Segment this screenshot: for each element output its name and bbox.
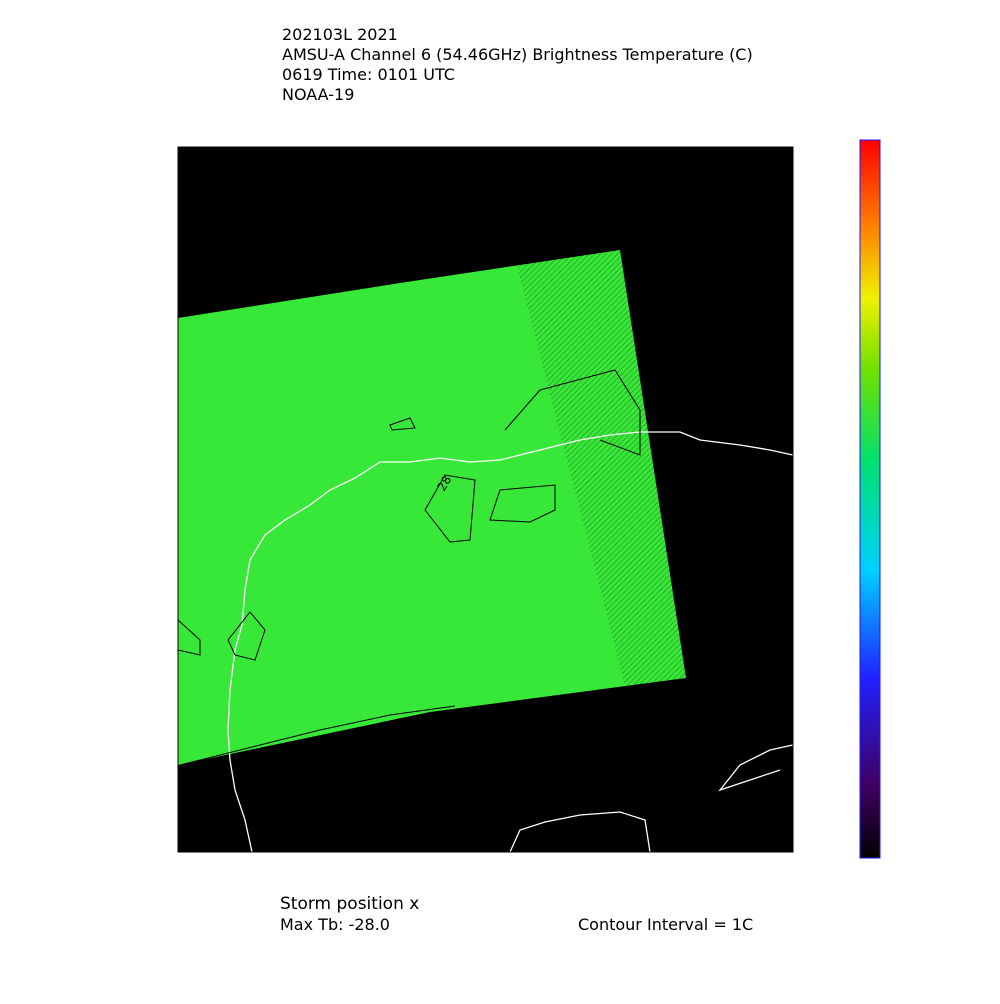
contour xyxy=(389,417,416,431)
map-frame xyxy=(177,146,794,853)
swath-hatch xyxy=(515,250,686,686)
footer: Storm position x Max Tb: -28.0 Contour I… xyxy=(280,894,753,934)
contour xyxy=(424,474,476,543)
map: 28 xyxy=(178,147,793,852)
contour xyxy=(504,369,641,456)
contour xyxy=(178,619,201,656)
header: 202103L 2021 AMSU-A Channel 6 (54.46GHz)… xyxy=(282,25,753,104)
storm-position: Storm position x xyxy=(280,894,419,914)
coast-path xyxy=(509,811,651,852)
contour-label: 28 xyxy=(434,473,454,493)
contour xyxy=(227,611,266,661)
title-line: NOAA-19 xyxy=(282,85,354,104)
contours xyxy=(178,369,641,766)
contour xyxy=(489,484,556,523)
colorbar xyxy=(859,139,881,859)
contour xyxy=(179,705,456,766)
max-tb: Max Tb: -28.0 xyxy=(280,915,390,934)
title-line: 0619 Time: 0101 UTC xyxy=(282,65,455,84)
coast-path xyxy=(718,744,793,792)
title-line: 202103L 2021 xyxy=(282,25,398,44)
contour-interval: Contour Interval = 1C xyxy=(578,915,753,934)
title-line: AMSU-A Channel 6 (54.46GHz) Brightness T… xyxy=(282,45,753,64)
